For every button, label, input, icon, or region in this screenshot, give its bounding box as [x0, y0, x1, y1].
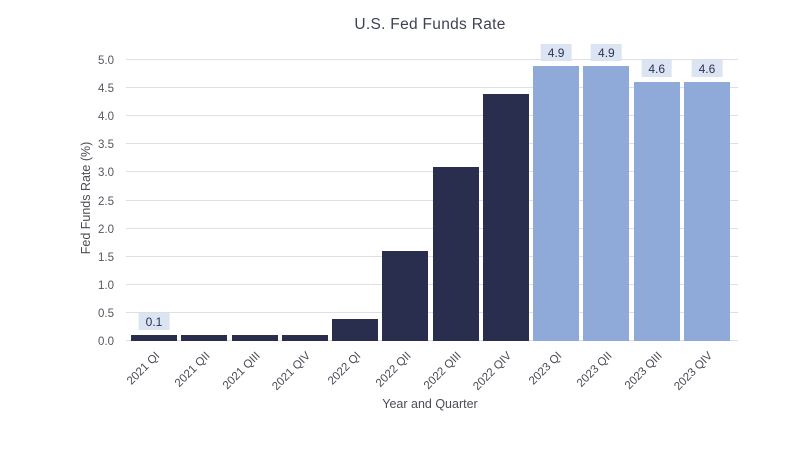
x-tick-label: 2021 QIII — [221, 350, 264, 392]
gridline — [126, 199, 738, 201]
bar-2022-qiv — [482, 93, 529, 341]
x-tick-label: 2022 QIII — [422, 350, 465, 392]
y-tick-label: 4.0 — [98, 111, 114, 124]
y-tick-label: 2.0 — [98, 223, 114, 236]
bar-2021-qii — [181, 335, 228, 341]
y-tick-label: 3.5 — [98, 139, 114, 152]
gridline — [126, 311, 738, 313]
bar-value-label: 0.1 — [138, 313, 170, 331]
gridline — [126, 87, 738, 89]
bar-value-label: 4.9 — [540, 43, 572, 61]
bar-value-label: 4.6 — [641, 60, 672, 78]
plot-area: 0.1 4.9 4.9 4.6 4.6 2021 QI 2021 QII 2021 QIII… — [98, 43, 738, 393]
gridline — [126, 227, 738, 229]
gridline — [126, 283, 738, 285]
x-tick-label: 2022 QI — [326, 350, 364, 388]
x-tick-label: 2021 QII — [173, 350, 213, 390]
x-tick-label: 2021 QIV — [270, 350, 314, 393]
gridline — [126, 59, 738, 60]
gridline — [126, 255, 738, 257]
bar-2022-qiii — [432, 166, 479, 341]
x-tick-label: 2023 QI — [527, 350, 565, 388]
gridline — [126, 143, 738, 145]
gridline — [126, 340, 738, 341]
y-tick-label: 0.5 — [98, 307, 114, 320]
y-tick-label: 5.0 — [98, 55, 114, 67]
bar-2023-qi: 4.9 — [533, 43, 580, 341]
gridline — [126, 171, 738, 173]
x-tick-label: 2023 QII — [575, 350, 615, 390]
bar-2023-qiii: 4.6 — [633, 60, 680, 341]
bars-layer: 0.1 4.9 4.9 4.6 4.6 — [122, 43, 738, 341]
x-axis-title: Year and Quarter — [382, 397, 478, 411]
y-tick-label: 0.0 — [98, 336, 114, 348]
x-tick-label: 2022 QII — [374, 350, 414, 390]
x-tick-label: 2022 QIV — [471, 350, 515, 393]
y-tick-label: 2.5 — [98, 195, 114, 208]
y-tick-label: 1.0 — [98, 279, 114, 292]
y-tick-label: 3.0 — [98, 167, 114, 180]
bar-value-label: 4.9 — [591, 43, 622, 61]
chart-title: U.S. Fed Funds Rate — [354, 16, 506, 33]
bar-2023-qiv: 4.6 — [683, 60, 730, 341]
bar-2022-qi — [332, 318, 379, 341]
x-tick-label: 2023 QIII — [623, 350, 666, 392]
bar-2021-qi: 0.1 — [131, 313, 177, 341]
y-tick-label: 1.5 — [98, 251, 114, 264]
bar-2023-qii: 4.9 — [583, 43, 630, 341]
x-tick-label: 2023 QIV — [672, 350, 716, 393]
bar-2021-qiv — [281, 335, 328, 341]
bar-value-label: 4.6 — [691, 60, 723, 78]
y-tick-label: 4.5 — [98, 83, 114, 96]
bar-2022-qii — [382, 251, 429, 341]
gridline — [126, 115, 738, 117]
x-tick-label: 2021 QI — [125, 350, 163, 388]
bar-2021-qiii — [231, 335, 278, 341]
